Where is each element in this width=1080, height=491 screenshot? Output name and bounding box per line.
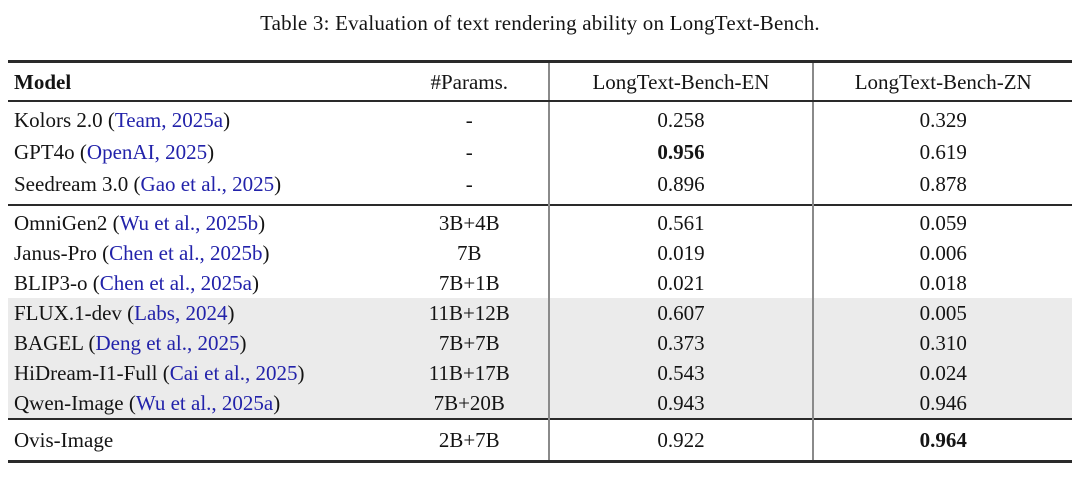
en-score-cell: 0.019 (547, 238, 814, 268)
citation-link[interactable]: Wu et al., 2025a (135, 391, 274, 415)
zn-score-cell: 0.018 (812, 268, 1072, 298)
model-cell: BAGEL (Deng et al., 2025) (8, 328, 392, 358)
en-score-cell: 0.943 (547, 388, 814, 419)
model-cell: Kolors 2.0 (Team, 2025a) (8, 101, 391, 136)
model-name: Kolors 2.0 ( (14, 108, 115, 132)
paren-close: ) (207, 140, 215, 164)
en-score-cell: 0.896 (547, 168, 814, 205)
results-table: Model #Params. LongText-Bench-EN LongTex… (8, 63, 1072, 460)
model-cell: BLIP3-o (Chen et al., 2025a) (8, 268, 391, 298)
zn-score-cell: 0.059 (812, 204, 1072, 238)
paren-close: ) (297, 361, 305, 385)
model-name: GPT4o ( (14, 140, 87, 164)
model-name: Janus-Pro ( (14, 241, 110, 265)
model-name: Qwen-Image ( (14, 391, 136, 415)
zn-score-cell: 0.006 (812, 238, 1072, 268)
model-cell: Qwen-Image (Wu et al., 2025a) (8, 388, 392, 419)
header-row: Model #Params. LongText-Bench-EN LongTex… (8, 63, 1072, 102)
table-row: Seedream 3.0 (Gao et al., 2025) - 0.896 … (8, 168, 1072, 205)
table-row-highlighted: BAGEL (Deng et al., 2025) 7B+7B 0.373 0.… (8, 328, 1072, 358)
en-score-cell: 0.543 (547, 358, 814, 388)
column-header-en: LongText-Bench-EN (547, 63, 814, 102)
model-cell: FLUX.1-dev (Labs, 2024) (8, 298, 392, 328)
en-score-cell: 0.021 (547, 268, 814, 298)
zn-score-cell: 0.310 (812, 328, 1072, 358)
citation-link[interactable]: Team, 2025a (114, 108, 224, 132)
params-cell: 7B (457, 241, 482, 265)
column-header-zn: LongText-Bench-ZN (812, 63, 1072, 102)
table-header: Model #Params. LongText-Bench-EN LongTex… (8, 63, 1072, 102)
params-cell: 2B+7B (391, 418, 549, 460)
zn-score-cell: 0.329 (812, 101, 1072, 136)
paren-close: ) (227, 301, 235, 325)
citation-link[interactable]: Gao et al., 2025 (140, 172, 275, 196)
zn-score-cell: 0.005 (812, 298, 1072, 328)
zn-score-cell: 0.024 (812, 358, 1072, 388)
model-cell: HiDream-I1-Full (Cai et al., 2025) (8, 358, 392, 388)
zn-score-cell: 0.619 (812, 136, 1072, 168)
params-cell: - (465, 172, 473, 196)
paren-close: ) (274, 172, 282, 196)
en-score-cell: 0.373 (547, 328, 814, 358)
model-cell: Janus-Pro (Chen et al., 2025b) (8, 238, 391, 268)
model-cell: Seedream 3.0 (Gao et al., 2025) (8, 168, 391, 205)
params-cell: 11B+17B (391, 358, 549, 388)
paren-close: ) (273, 391, 281, 415)
params-cell: 7B+7B (391, 328, 549, 358)
en-score-cell: 0.258 (547, 101, 814, 136)
params-cell: 11B+12B (391, 298, 549, 328)
params-cell: - (465, 108, 473, 132)
table-row-highlighted: FLUX.1-dev (Labs, 2024) 11B+12B 0.607 0.… (8, 298, 1072, 328)
table-row-highlighted: HiDream-I1-Full (Cai et al., 2025) 11B+1… (8, 358, 1072, 388)
bottom-rule (8, 460, 1072, 463)
table-row: OmniGen2 (Wu et al., 2025b) 3B+4B 0.561 … (8, 204, 1072, 238)
table-row-ours: Ovis-Image 2B+7B 0.922 0.964 (8, 418, 1072, 460)
en-score-cell: 0.922 (547, 418, 814, 460)
en-score-cell: 0.956 (547, 136, 814, 168)
citation-link[interactable]: Wu et al., 2025b (119, 211, 259, 235)
model-name: Seedream 3.0 ( (14, 172, 141, 196)
paren-close: ) (251, 271, 259, 295)
model-name: FLUX.1-dev ( (14, 301, 135, 325)
citation-link[interactable]: Cai et al., 2025 (169, 361, 298, 385)
citation-link[interactable]: Chen et al., 2025a (99, 271, 252, 295)
column-header-model: Model (8, 63, 392, 102)
en-score-cell: 0.607 (547, 298, 814, 328)
model-name: OmniGen2 ( (14, 211, 120, 235)
params-cell: - (465, 140, 473, 164)
citation-link[interactable]: Deng et al., 2025 (95, 331, 240, 355)
table-caption: Table 3: Evaluation of text rendering ab… (260, 11, 820, 35)
model-cell: GPT4o (OpenAI, 2025) (8, 136, 391, 168)
paren-close: ) (223, 108, 231, 132)
table-row-highlighted: Qwen-Image (Wu et al., 2025a) 7B+20B 0.9… (8, 388, 1072, 419)
table-row: Kolors 2.0 (Team, 2025a) - 0.258 0.329 (8, 101, 1072, 136)
params-cell: 7B+20B (391, 388, 549, 419)
citation-link[interactable]: Chen et al., 2025b (109, 241, 263, 265)
model-name: BAGEL ( (14, 331, 96, 355)
table-row: BLIP3-o (Chen et al., 2025a) 7B+1B 0.021… (8, 268, 1072, 298)
model-name: Ovis-Image (14, 428, 114, 452)
model-name: BLIP3-o ( (14, 271, 100, 295)
en-score-cell: 0.561 (547, 204, 814, 238)
model-name: HiDream-I1-Full ( (14, 361, 170, 385)
citation-link[interactable]: Labs, 2024 (134, 301, 228, 325)
column-header-params: #Params. (391, 63, 549, 102)
paren-close: ) (239, 331, 247, 355)
params-cell: 3B+4B (391, 204, 549, 238)
paren-close: ) (262, 241, 270, 265)
params-cell: 7B+1B (438, 271, 500, 295)
paren-close: ) (258, 211, 266, 235)
zn-score-cell: 0.964 (812, 418, 1072, 460)
zn-score-cell: 0.878 (812, 168, 1072, 205)
table-container: Model #Params. LongText-Bench-EN LongTex… (8, 60, 1072, 463)
model-cell: OmniGen2 (Wu et al., 2025b) (8, 204, 392, 238)
top-rule (8, 60, 1072, 63)
model-cell: Ovis-Image (8, 418, 392, 460)
table-row: Janus-Pro (Chen et al., 2025b) 7B 0.019 … (8, 238, 1072, 268)
zn-score-cell: 0.946 (812, 388, 1072, 419)
citation-link[interactable]: OpenAI, 2025 (86, 140, 208, 164)
table-row: GPT4o (OpenAI, 2025) - 0.956 0.619 (8, 136, 1072, 168)
